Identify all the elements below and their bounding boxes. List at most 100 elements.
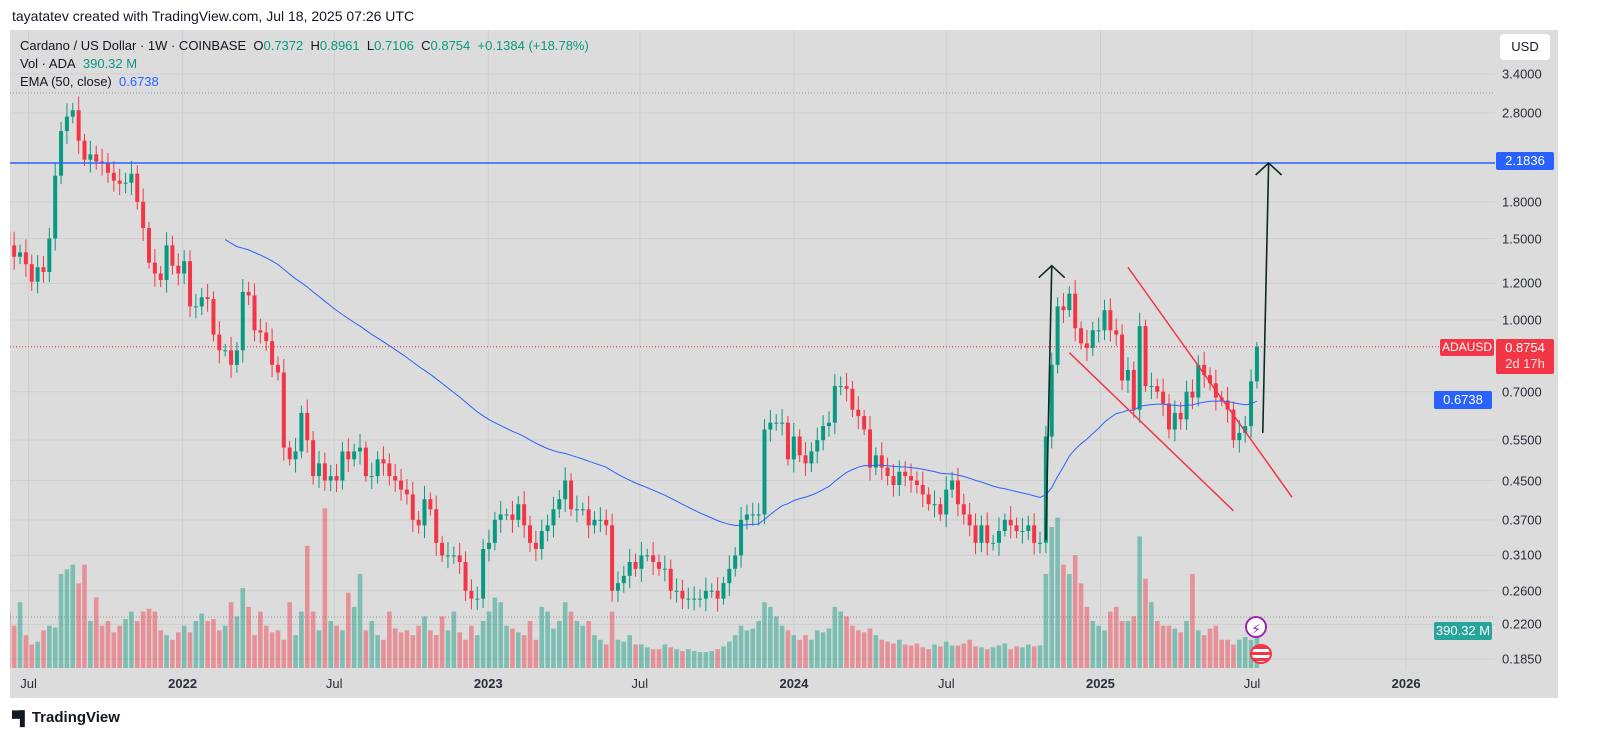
candle-body bbox=[170, 245, 175, 266]
volume-bar bbox=[797, 639, 802, 668]
candle-body bbox=[18, 252, 23, 257]
volume-bar bbox=[463, 639, 468, 668]
volume-bar bbox=[1178, 632, 1183, 668]
candle-body bbox=[434, 509, 439, 543]
candle-body bbox=[674, 590, 679, 592]
candle-body bbox=[815, 440, 820, 452]
chart-panel[interactable] bbox=[10, 30, 1558, 698]
candle-body bbox=[1038, 542, 1043, 544]
time-tick-label: 2023 bbox=[473, 676, 503, 691]
tradingview-logo[interactable]: ▀▌ TradingView bbox=[12, 709, 120, 726]
volume-bar bbox=[199, 613, 205, 668]
candle-body bbox=[1125, 369, 1130, 381]
volume-bar bbox=[1078, 583, 1084, 668]
candle-body bbox=[703, 590, 708, 599]
volume-bar bbox=[134, 621, 140, 668]
volume-bar bbox=[492, 597, 498, 668]
legend-ema[interactable]: EMA (50, close) 0.6738 bbox=[20, 74, 159, 89]
volume-bar bbox=[240, 588, 246, 668]
candle-body bbox=[873, 455, 878, 468]
volume-bar bbox=[979, 647, 984, 668]
volume-bar bbox=[52, 627, 58, 668]
volume-bar bbox=[926, 649, 931, 668]
price-tick-label: 0.3700 bbox=[1502, 512, 1542, 528]
candle-body bbox=[762, 429, 767, 515]
change-value: +0.1384 (+18.78%) bbox=[477, 38, 589, 53]
candle-body bbox=[598, 519, 603, 521]
candle-body bbox=[10, 231, 11, 246]
volume-bar bbox=[1149, 602, 1154, 668]
candle-body bbox=[369, 476, 374, 478]
volume-bar bbox=[580, 625, 586, 668]
candle-body bbox=[1225, 400, 1230, 410]
candle-body bbox=[88, 154, 93, 160]
volume-bar bbox=[70, 564, 76, 668]
candle-body bbox=[1002, 519, 1007, 532]
price-tick-label: 1.0000 bbox=[1502, 312, 1542, 328]
us-flag-event-icon[interactable] bbox=[1250, 644, 1272, 664]
volume-bar bbox=[1061, 564, 1066, 668]
volume-bar bbox=[873, 635, 879, 668]
lightning-event-icon[interactable]: ⚡ bbox=[1245, 616, 1267, 638]
volume-bar bbox=[990, 647, 996, 668]
volume-bar bbox=[1096, 625, 1101, 668]
low-value: 0.7106 bbox=[374, 38, 414, 53]
candle-body bbox=[363, 447, 368, 477]
candle-body bbox=[991, 542, 996, 544]
volume-bar bbox=[1125, 621, 1131, 668]
price-tick-label: 0.3100 bbox=[1502, 547, 1542, 563]
candle-body bbox=[211, 299, 216, 335]
volume-bar bbox=[252, 635, 257, 668]
volume-bar bbox=[1201, 635, 1207, 668]
ema-label: EMA (50, close) bbox=[20, 74, 112, 89]
volume-bar bbox=[11, 625, 17, 668]
candles bbox=[10, 96, 1259, 612]
candle-body bbox=[580, 509, 585, 511]
symbol-title[interactable]: Cardano / US Dollar · 1W · COINBASE bbox=[20, 38, 247, 53]
volume-bar bbox=[1231, 644, 1236, 668]
candle-body bbox=[944, 489, 949, 515]
volume-bar bbox=[129, 611, 134, 668]
candle-body bbox=[281, 372, 286, 448]
candle-body bbox=[358, 447, 363, 452]
candle-body bbox=[715, 590, 720, 599]
candle-body bbox=[29, 264, 34, 282]
candle-body bbox=[188, 261, 193, 307]
volume-bar bbox=[211, 619, 216, 668]
open-value: 0.7372 bbox=[263, 38, 304, 53]
volume-bar bbox=[76, 583, 81, 668]
volume-bar bbox=[504, 625, 509, 668]
candle-body bbox=[1084, 343, 1089, 348]
volume-bar bbox=[838, 611, 844, 668]
candle-body bbox=[422, 499, 427, 526]
candle-body bbox=[387, 463, 392, 477]
volume-bar bbox=[299, 611, 304, 668]
volume-bar bbox=[961, 643, 967, 668]
legend-volume[interactable]: Vol · ADA 390.32 M bbox=[20, 56, 137, 71]
candle-body bbox=[41, 267, 46, 272]
volume-bar bbox=[439, 616, 445, 668]
volume-bar bbox=[293, 635, 298, 668]
volume-bar bbox=[897, 639, 902, 668]
candle-body bbox=[662, 568, 667, 570]
volume-bar bbox=[855, 630, 861, 668]
candle-body bbox=[1043, 436, 1048, 543]
candle-body bbox=[545, 525, 550, 532]
volume-bar bbox=[1072, 555, 1078, 668]
volume-bar bbox=[1037, 645, 1043, 668]
candle-body bbox=[1149, 386, 1154, 388]
volume-bar bbox=[1166, 625, 1172, 668]
candle-body bbox=[826, 422, 831, 427]
time-tick-label: Jul bbox=[325, 676, 343, 691]
close-label: C bbox=[421, 38, 431, 53]
volume-bar bbox=[222, 625, 228, 668]
volume-bar bbox=[539, 606, 545, 668]
currency-button[interactable]: USD bbox=[1500, 34, 1550, 60]
price-tick-label: 1.2000 bbox=[1502, 275, 1542, 291]
candle-body bbox=[592, 519, 597, 526]
volume-bar bbox=[879, 639, 885, 668]
volume-bar bbox=[117, 625, 122, 668]
volume-bar bbox=[88, 621, 93, 668]
candle-body bbox=[328, 476, 333, 481]
